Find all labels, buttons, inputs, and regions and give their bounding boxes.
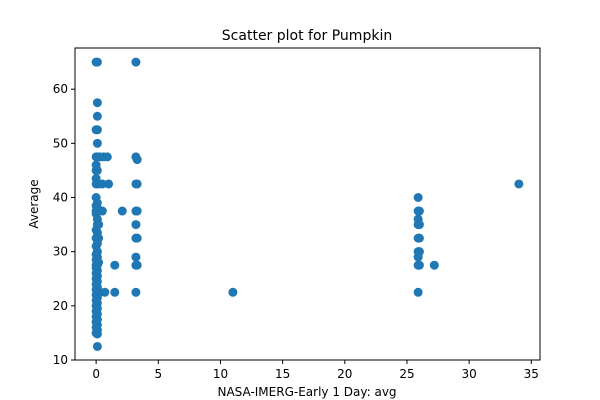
chart-title: Scatter plot for Pumpkin	[222, 28, 392, 44]
data-point	[414, 206, 424, 216]
data-point	[92, 329, 102, 339]
x-tick-label: 0	[92, 367, 100, 381]
points-layer	[91, 57, 524, 351]
data-point	[117, 206, 127, 216]
x-tick-label: 35	[524, 367, 539, 381]
data-point	[413, 252, 423, 262]
data-point	[429, 260, 439, 270]
data-point	[132, 179, 142, 189]
data-point	[131, 220, 141, 230]
data-point	[110, 287, 120, 297]
data-point	[132, 260, 142, 270]
y-axis-title: Average	[27, 179, 41, 228]
data-point	[228, 287, 238, 297]
data-point	[414, 220, 424, 230]
y-axis-ticks: 10 20 30 40 50 60	[53, 82, 75, 367]
data-point	[100, 287, 110, 297]
data-point	[92, 165, 102, 175]
x-axis-ticks: 0 5 10 15 20 25 30 35	[92, 360, 539, 381]
data-point	[131, 287, 141, 297]
data-point	[91, 125, 101, 135]
data-point	[102, 152, 112, 162]
data-point	[132, 155, 142, 165]
y-tick-label: 40	[53, 191, 68, 205]
data-point	[97, 179, 107, 189]
data-point	[92, 57, 102, 67]
y-tick-label: 20	[53, 299, 68, 313]
x-tick-label: 30	[461, 367, 476, 381]
data-point	[92, 138, 102, 148]
x-tick-label: 10	[213, 367, 228, 381]
data-point	[131, 57, 141, 67]
x-tick-label: 5	[154, 367, 162, 381]
data-point	[131, 252, 141, 262]
y-tick-label: 50	[53, 136, 68, 150]
data-point	[414, 260, 424, 270]
plot-frame	[74, 47, 541, 361]
data-point	[132, 233, 142, 243]
y-tick-label: 30	[53, 245, 68, 259]
data-point	[110, 260, 120, 270]
y-tick-label: 60	[53, 82, 68, 96]
data-point	[92, 98, 102, 108]
data-point	[92, 341, 102, 351]
data-point	[514, 179, 524, 189]
x-tick-label: 20	[337, 367, 352, 381]
data-point	[413, 287, 423, 297]
y-tick-label: 10	[53, 353, 68, 367]
data-point	[92, 111, 102, 121]
data-point	[413, 193, 423, 202]
data-point	[104, 179, 114, 189]
data-point	[414, 233, 424, 243]
x-axis-title: NASA-IMERG-Early 1 Day: avg	[217, 385, 396, 399]
x-tick-label: 15	[275, 367, 290, 381]
x-tick-label: 25	[399, 367, 414, 381]
data-point	[132, 206, 142, 216]
